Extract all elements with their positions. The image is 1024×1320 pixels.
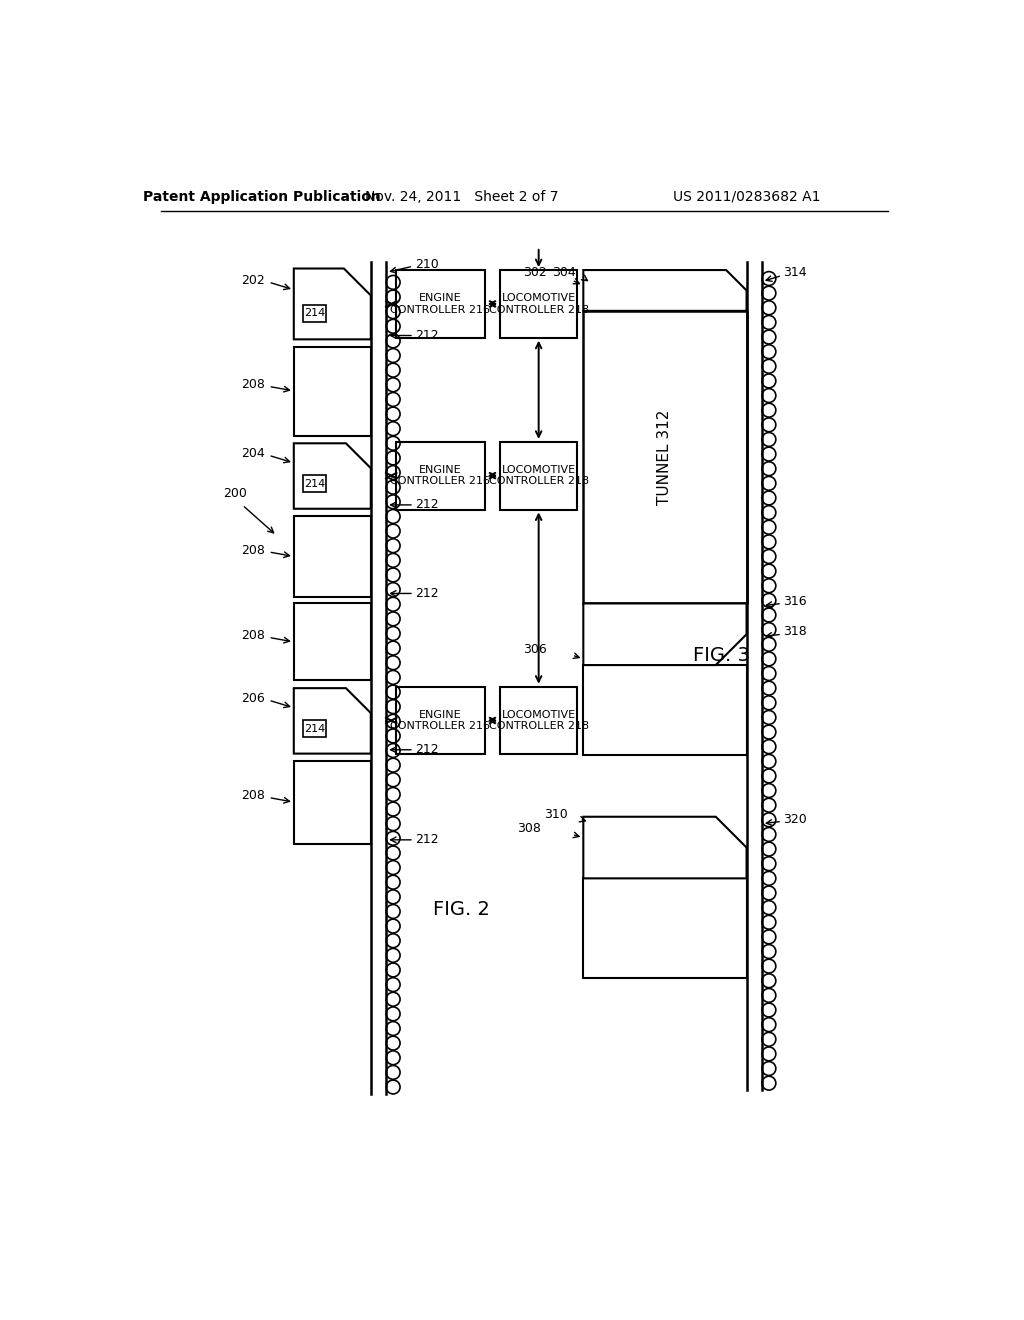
Text: 204: 204 — [241, 447, 264, 461]
Text: 208: 208 — [241, 789, 264, 803]
Text: 202: 202 — [241, 275, 264, 286]
Text: 206: 206 — [241, 692, 264, 705]
Bar — [294, 760, 371, 843]
Text: ENGINE
CONTROLLER 216: ENGINE CONTROLLER 216 — [390, 293, 490, 314]
Text: 208: 208 — [241, 379, 264, 391]
Text: LOCOMOTIVE
CONTROLLER 218: LOCOMOTIVE CONTROLLER 218 — [488, 465, 589, 487]
Bar — [294, 347, 371, 436]
Text: 306: 306 — [522, 643, 547, 656]
Text: FIG. 2: FIG. 2 — [433, 900, 490, 919]
Text: 316: 316 — [783, 594, 807, 607]
Text: 212: 212 — [416, 743, 439, 756]
Text: ENGINE
CONTROLLER 216: ENGINE CONTROLLER 216 — [390, 465, 490, 487]
Text: 200: 200 — [223, 487, 247, 500]
Polygon shape — [294, 268, 371, 339]
Bar — [303, 305, 326, 322]
Text: 314: 314 — [783, 265, 807, 279]
Text: 310: 310 — [544, 808, 568, 821]
Text: LOCOMOTIVE
CONTROLLER 218: LOCOMOTIVE CONTROLLER 218 — [488, 710, 589, 731]
Bar — [584, 312, 746, 603]
Text: 212: 212 — [416, 833, 439, 846]
Bar — [500, 442, 578, 510]
Text: Nov. 24, 2011   Sheet 2 of 7: Nov. 24, 2011 Sheet 2 of 7 — [365, 190, 558, 203]
Text: 210: 210 — [416, 259, 439, 271]
Text: 318: 318 — [783, 626, 807, 639]
Bar — [584, 665, 746, 755]
Text: 214: 214 — [304, 479, 326, 488]
Bar — [584, 878, 746, 978]
Text: US 2011/0283682 A1: US 2011/0283682 A1 — [673, 190, 820, 203]
Text: 308: 308 — [517, 822, 541, 834]
Text: 208: 208 — [241, 544, 264, 557]
Text: 304: 304 — [552, 265, 575, 279]
Bar — [396, 442, 484, 510]
Bar — [500, 686, 578, 755]
Bar — [294, 516, 371, 598]
Text: 214: 214 — [304, 723, 326, 734]
Text: 302: 302 — [522, 265, 547, 279]
Bar — [294, 603, 371, 681]
Text: 212: 212 — [416, 329, 439, 342]
Bar — [396, 686, 484, 755]
Text: LOCOMOTIVE
CONTROLLER 218: LOCOMOTIVE CONTROLLER 218 — [488, 293, 589, 314]
Text: 208: 208 — [241, 630, 264, 643]
Text: 320: 320 — [783, 813, 807, 825]
Text: 212: 212 — [416, 587, 439, 601]
Polygon shape — [584, 817, 746, 878]
Polygon shape — [584, 271, 746, 312]
Text: FIG. 3: FIG. 3 — [692, 645, 750, 664]
Bar — [303, 475, 326, 492]
Text: Patent Application Publication: Patent Application Publication — [142, 190, 380, 203]
Text: 212: 212 — [416, 499, 439, 511]
Text: 214: 214 — [304, 308, 326, 318]
Text: TUNNEL 312: TUNNEL 312 — [657, 409, 673, 504]
Bar — [500, 271, 578, 338]
Polygon shape — [294, 688, 371, 754]
Text: ENGINE
CONTROLLER 216: ENGINE CONTROLLER 216 — [390, 710, 490, 731]
Bar — [396, 271, 484, 338]
Polygon shape — [294, 444, 371, 508]
Bar — [303, 721, 326, 738]
Polygon shape — [584, 603, 746, 665]
